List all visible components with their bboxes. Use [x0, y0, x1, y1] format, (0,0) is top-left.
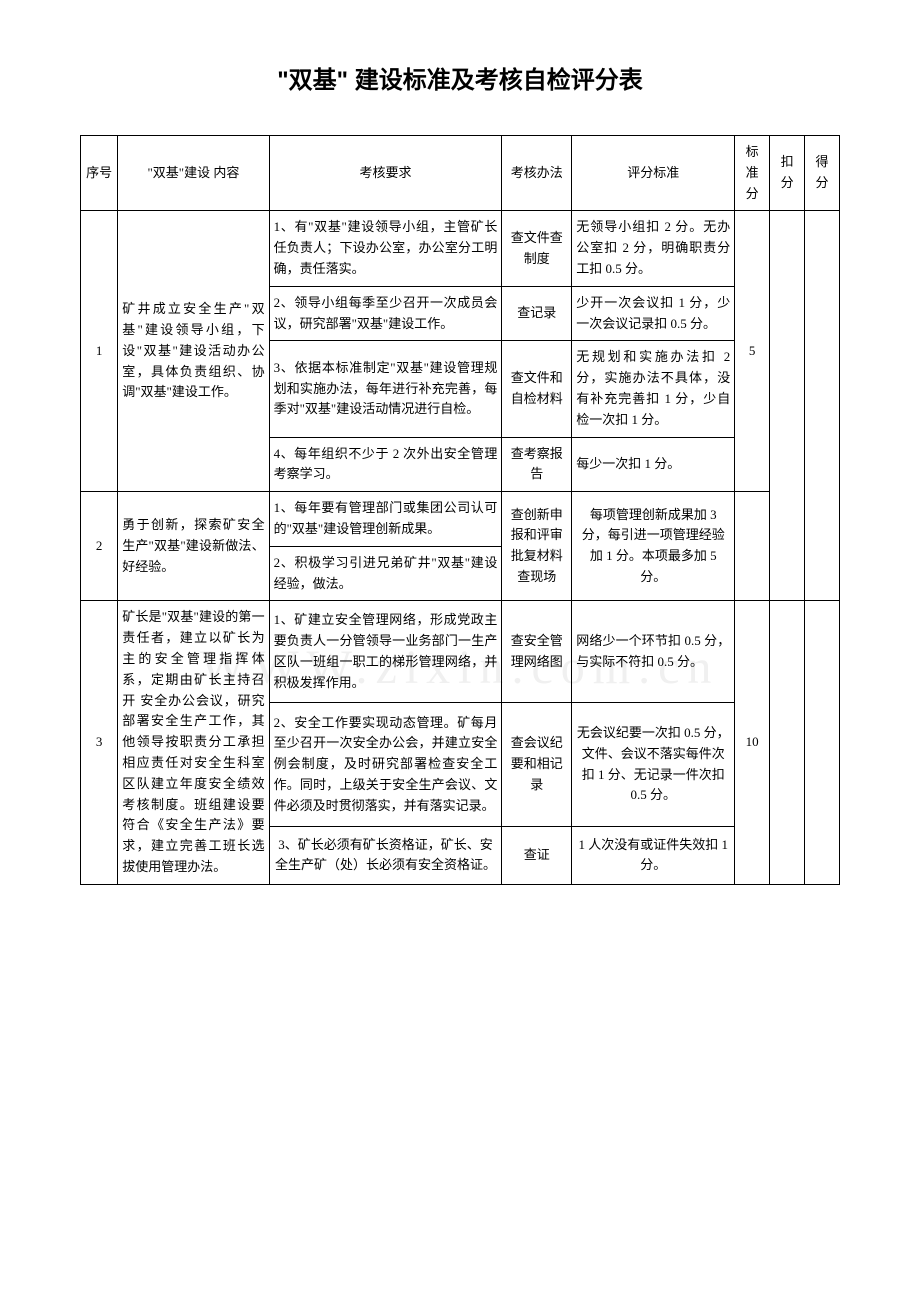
standard-cell: 无领导小组扣 2 分。无办公室扣 2 分，明确职责分工扣 0.5 分。 — [572, 211, 735, 286]
deduct-cell — [770, 211, 805, 601]
requirement-cell: 1、矿建立安全管理网络，形成党政主要负责人一分管领导一业务部门一生产区队一班组一… — [269, 601, 502, 703]
seq-cell: 2 — [81, 492, 118, 601]
method-cell: 查考察报告 — [502, 437, 572, 492]
table-header-row: 序号 "双基"建设 内容 考核要求 考核办法 评分标准 标准分 扣分 得分 — [81, 136, 840, 211]
content-cell: 矿井成立安全生产"双基"建设领导小组，下设"双基"建设活动办公室，具体负责组织、… — [118, 211, 269, 492]
header-method: 考核办法 — [502, 136, 572, 211]
seq-cell: 1 — [81, 211, 118, 492]
requirement-cell: 4、每年组织不少于 2 次外出安全管理考察学习。 — [269, 437, 502, 492]
content-cell: 勇于创新，探索矿安全生产"双基"建设新做法、好经验。 — [118, 492, 269, 601]
method-cell: 查会议纪要和相记录 — [502, 703, 572, 827]
standard-cell: 每少一次扣 1 分。 — [572, 437, 735, 492]
standard-cell: 每项管理创新成果加 3 分，每引进一项管理经验加 1 分。本项最多加 5 分。 — [572, 492, 735, 601]
standard-cell: 无规划和实施办法扣 2 分，实施办法不具体，没有补充完善扣 1 分，少自检一次扣… — [572, 341, 735, 437]
header-seq: 序号 — [81, 136, 118, 211]
method-cell: 查安全管理网络图 — [502, 601, 572, 703]
method-cell: 查文件查制度 — [502, 211, 572, 286]
score-cell: 10 — [735, 601, 770, 884]
header-requirement: 考核要求 — [269, 136, 502, 211]
standard-cell: 无会议纪要一次扣 0.5 分，文件、会议不落实每件次扣 1 分、无记录一件次扣 … — [572, 703, 735, 827]
get-cell — [805, 601, 840, 884]
requirement-cell: 1、每年要有管理部门或集团公司认可的"双基"建设管理创新成果。 — [269, 492, 502, 547]
requirement-cell: 3、矿长必须有矿长资格证，矿长、安全生产矿（处）长必须有安全资格证。 — [269, 826, 502, 884]
header-standard: 评分标准 — [572, 136, 735, 211]
header-get: 得分 — [805, 136, 840, 211]
deduct-cell — [770, 601, 805, 884]
table-row: 1 矿井成立安全生产"双基"建设领导小组，下设"双基"建设活动办公室，具体负责组… — [81, 211, 840, 286]
standard-cell: 1 人次没有或证件失效扣 1 分。 — [572, 826, 735, 884]
requirement-cell: 2、积极学习引进兄弟矿井"双基"建设经验，做法。 — [269, 546, 502, 601]
standard-cell: 少开一次会议扣 1 分，少一次会议记录扣 0.5 分。 — [572, 286, 735, 341]
seq-cell: 3 — [81, 601, 118, 884]
get-cell — [805, 211, 840, 601]
page-title: "双基" 建设标准及考核自检评分表 — [80, 60, 840, 95]
method-cell: 查记录 — [502, 286, 572, 341]
header-score: 标准分 — [735, 136, 770, 211]
method-cell: 查文件和自检材料 — [502, 341, 572, 437]
table-row: 2 勇于创新，探索矿安全生产"双基"建设新做法、好经验。 1、每年要有管理部门或… — [81, 492, 840, 547]
content-cell: 矿长是"双基"建设的第一责任者，建立以矿长为主的安全管理指挥体系，定期由矿长主持… — [118, 601, 269, 884]
method-cell: 查创新申报和评审批复材料查现场 — [502, 492, 572, 601]
requirement-cell: 3、依据本标准制定"双基"建设管理规划和实施办法，每年进行补充完善，每季对"双基… — [269, 341, 502, 437]
standard-cell: 网络少一个环节扣 0.5 分，与实际不符扣 0.5 分。 — [572, 601, 735, 703]
requirement-cell: 2、领导小组每季至少召开一次成员会议，研究部署"双基"建设工作。 — [269, 286, 502, 341]
method-cell: 查证 — [502, 826, 572, 884]
table-row: 3 矿长是"双基"建设的第一责任者，建立以矿长为主的安全管理指挥体系，定期由矿长… — [81, 601, 840, 703]
header-deduct: 扣分 — [770, 136, 805, 211]
score-cell — [735, 492, 770, 601]
requirement-cell: 1、有"双基"建设领导小组，主管矿长任负责人；下设办公室，办公室分工明确，责任落… — [269, 211, 502, 286]
requirement-cell: 2、安全工作要实现动态管理。矿每月至少召开一次安全办公会，并建立安全例会制度，及… — [269, 703, 502, 827]
header-content: "双基"建设 内容 — [118, 136, 269, 211]
score-cell: 5 — [735, 211, 770, 492]
evaluation-table: 序号 "双基"建设 内容 考核要求 考核办法 评分标准 标准分 扣分 得分 1 … — [80, 135, 840, 885]
